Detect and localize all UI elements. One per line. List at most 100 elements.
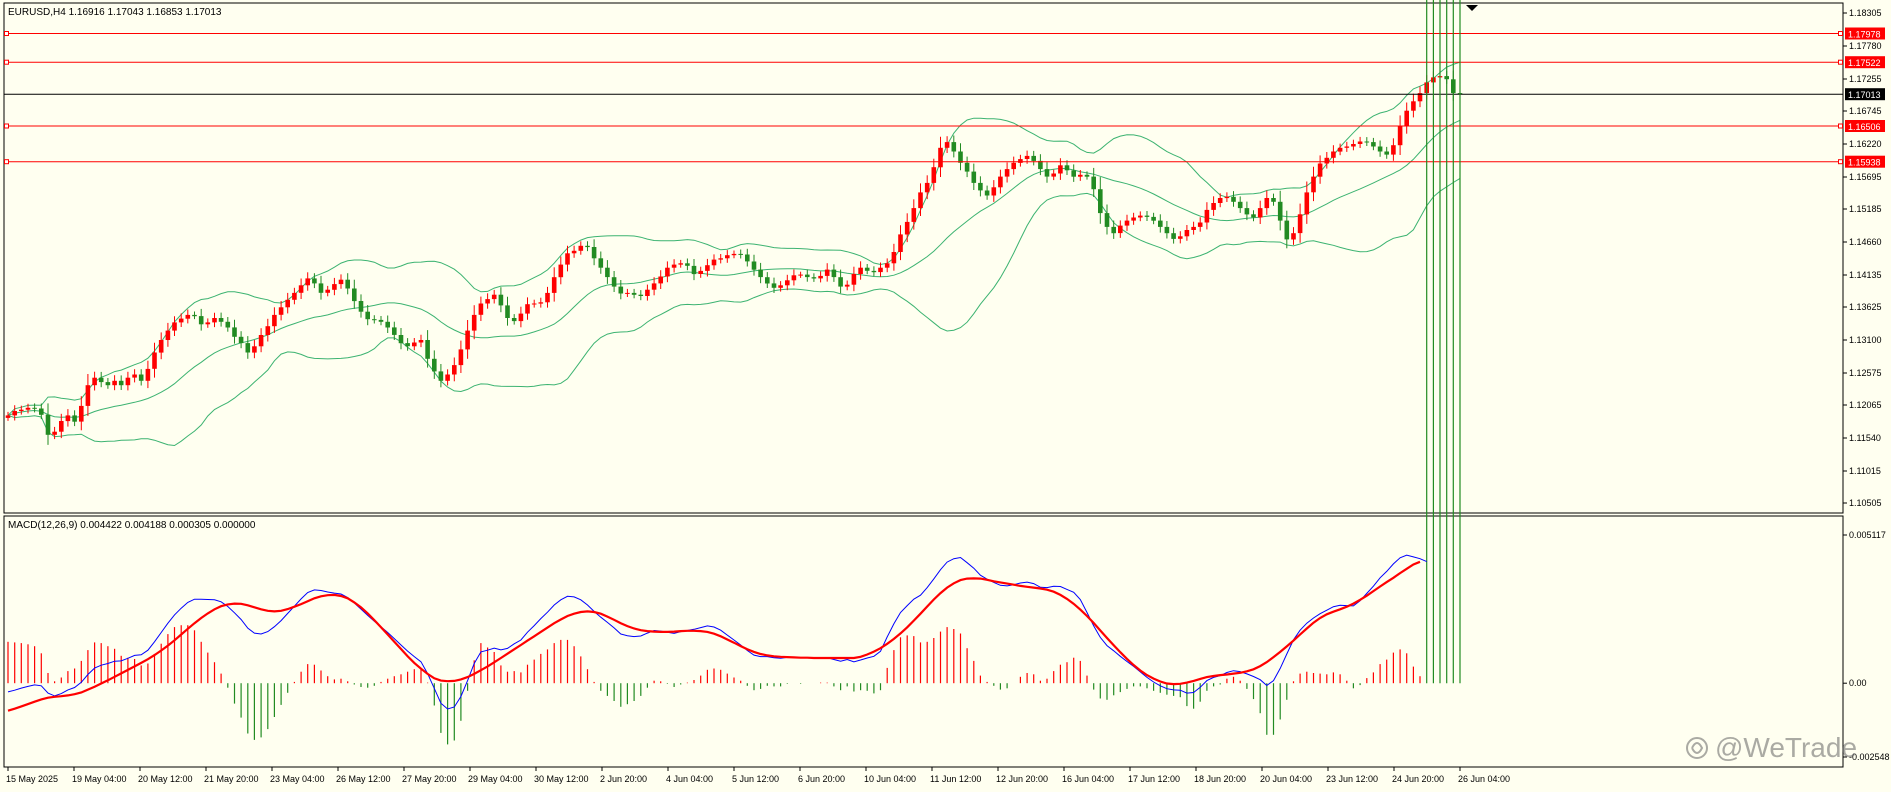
- candle-body: [112, 380, 117, 386]
- candle: [1377, 140, 1383, 157]
- candle-body: [1264, 198, 1270, 209]
- candle: [971, 163, 977, 190]
- candle: [918, 183, 923, 216]
- macd-axis-label: 0.005117: [1849, 530, 1886, 540]
- candle: [1204, 202, 1210, 230]
- candle: [758, 262, 763, 284]
- candle: [45, 403, 51, 445]
- time-axis-label: 26 May 12:00: [336, 774, 391, 784]
- candle: [1351, 139, 1356, 151]
- candle: [565, 245, 570, 272]
- level-handle-right[interactable]: [1838, 59, 1843, 65]
- shift-marker-icon[interactable]: [1466, 5, 1478, 11]
- candle-body: [665, 267, 670, 277]
- candle: [1171, 227, 1176, 244]
- time-axis-label: 5 Jun 12:00: [732, 774, 779, 784]
- candle-body: [1151, 216, 1156, 221]
- candle-body: [831, 269, 837, 278]
- candle-body: [738, 253, 743, 255]
- candle: [152, 342, 157, 378]
- time-axis-label: 29 May 04:00: [468, 774, 523, 784]
- candle: [931, 158, 937, 191]
- candle: [1231, 191, 1236, 207]
- level-handle-right[interactable]: [1838, 31, 1843, 36]
- candle: [498, 287, 504, 313]
- level-handle-left[interactable]: [4, 31, 9, 36]
- candle: [611, 271, 617, 292]
- candle: [1264, 190, 1270, 215]
- candle: [1397, 115, 1403, 155]
- horizontal-levels[interactable]: 1.17978 1.17522 1.16506 1.15938 1.17013: [4, 27, 1885, 168]
- candle-body: [418, 340, 424, 343]
- level-handle-left[interactable]: [4, 59, 9, 65]
- level-price-label: 1.17522: [1848, 58, 1881, 68]
- candle: [192, 311, 197, 320]
- candle: [1391, 138, 1396, 161]
- candle-body: [678, 263, 683, 265]
- candle-body: [1171, 233, 1176, 239]
- candle: [924, 175, 930, 200]
- candle-body: [5, 415, 11, 418]
- time-axis-label: 2 Jun 20:00: [600, 774, 647, 784]
- candle: [465, 320, 470, 359]
- candle: [225, 317, 231, 332]
- candle: [125, 371, 131, 391]
- candle: [991, 180, 997, 202]
- candle: [365, 305, 370, 326]
- candle-body: [1038, 160, 1043, 170]
- candle: [1344, 141, 1350, 152]
- macd-line: [7, 554, 1427, 710]
- candle: [1224, 192, 1230, 202]
- candle-body: [978, 182, 983, 191]
- candle-body: [1164, 226, 1170, 234]
- price-axis-label: 1.16745: [1849, 106, 1882, 116]
- candle: [838, 269, 843, 294]
- candle: [1078, 170, 1083, 181]
- candle: [545, 286, 550, 308]
- candle: [252, 339, 257, 359]
- level-handle-left[interactable]: [4, 123, 9, 129]
- candle: [272, 307, 277, 333]
- candle-body: [1397, 126, 1403, 146]
- candle: [79, 396, 84, 431]
- candle-body: [398, 335, 404, 344]
- candle-body: [332, 284, 337, 290]
- candle-body: [838, 277, 843, 287]
- level-handle-right[interactable]: [1838, 123, 1843, 129]
- candle: [398, 328, 404, 350]
- candle: [212, 312, 217, 328]
- candle: [1237, 196, 1243, 213]
- candle-body: [498, 294, 504, 306]
- candle-body: [538, 302, 544, 304]
- time-axis-label: 12 Jun 20:00: [996, 774, 1048, 784]
- price-axis-label: 1.17255: [1849, 74, 1882, 84]
- candle: [245, 336, 251, 359]
- price-axis-label: 1.15695: [1849, 172, 1882, 182]
- time-axis-label: 16 Jun 04:00: [1062, 774, 1114, 784]
- candle-body: [1197, 222, 1203, 227]
- candle: [898, 225, 903, 261]
- candle: [738, 249, 743, 259]
- level-handle-left[interactable]: [4, 159, 9, 165]
- candle-body: [485, 299, 490, 304]
- level-handle-right[interactable]: [1838, 159, 1843, 165]
- candle: [1211, 196, 1216, 216]
- candle-body: [718, 258, 723, 260]
- watermark-text: @WeTrade: [1715, 732, 1857, 763]
- axes: 1.18305 1.17780 1.17255 1.16745 1.16220 1.156…: [6, 8, 1890, 784]
- candle: [1331, 145, 1336, 164]
- candle-body: [525, 304, 530, 314]
- candle: [558, 256, 564, 285]
- candle-body: [1131, 217, 1136, 221]
- candle-body: [951, 142, 957, 152]
- candle-body: [1158, 220, 1163, 227]
- candle: [1011, 156, 1016, 175]
- candle-body: [1224, 196, 1230, 199]
- candle-body: [238, 336, 244, 344]
- candle: [265, 318, 271, 342]
- candle: [1091, 167, 1096, 197]
- candle-body: [871, 270, 877, 273]
- candle: [671, 259, 677, 273]
- candle: [491, 289, 497, 304]
- candle: [238, 331, 244, 349]
